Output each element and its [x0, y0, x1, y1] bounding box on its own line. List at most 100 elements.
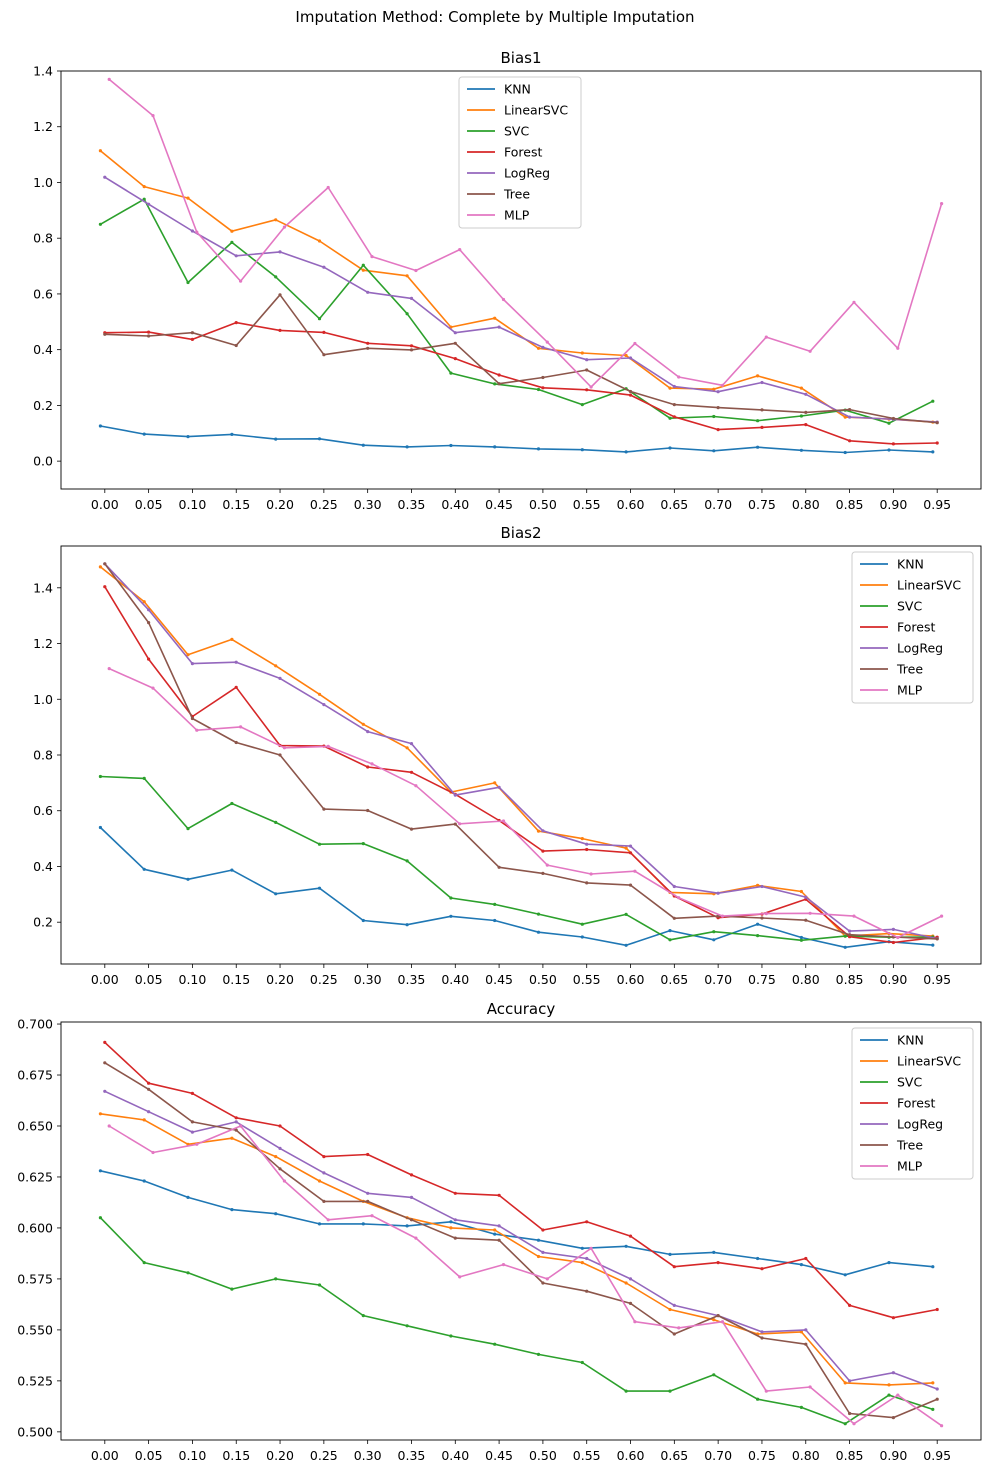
data-point	[322, 330, 326, 334]
data-point	[317, 1283, 322, 1287]
axes-frame	[60, 70, 982, 490]
data-point	[190, 662, 194, 666]
data-point	[361, 918, 365, 923]
x-tick-label: 0.90	[879, 972, 907, 987]
data-point	[239, 279, 243, 283]
data-point	[799, 938, 804, 942]
data-point	[186, 1195, 190, 1199]
data-point	[234, 685, 238, 689]
data-point	[230, 868, 234, 872]
data-point	[589, 385, 593, 389]
data-point	[370, 1214, 374, 1218]
data-point	[580, 403, 584, 407]
data-point	[716, 1314, 720, 1318]
data-point	[414, 1236, 418, 1240]
legend-label: LinearSVC	[897, 1054, 961, 1069]
series-tree	[103, 562, 939, 941]
x-tick-label: 0.60	[617, 497, 645, 512]
data-point	[628, 389, 633, 394]
data-point	[804, 410, 808, 414]
data-point	[497, 382, 501, 386]
data-point	[493, 1342, 497, 1346]
data-point	[633, 1320, 637, 1324]
series-mlp	[107, 667, 944, 940]
data-point	[107, 1124, 111, 1128]
series-line	[104, 1062, 938, 1419]
data-point	[274, 275, 278, 279]
data-point	[541, 375, 545, 380]
data-point	[103, 585, 107, 589]
x-tick-label: 0.55	[573, 972, 601, 987]
data-point	[186, 435, 190, 439]
data-point	[493, 918, 497, 923]
data-point	[628, 1277, 633, 1281]
data-point	[541, 871, 545, 876]
data-point	[848, 439, 852, 443]
data-point	[891, 442, 896, 446]
data-point	[361, 1222, 365, 1226]
series-line	[104, 293, 938, 424]
data-point	[405, 1324, 409, 1328]
legend-box	[851, 551, 974, 704]
series-line	[104, 563, 938, 940]
data-point	[274, 1277, 278, 1281]
data-point	[366, 1199, 370, 1203]
data-point	[458, 822, 462, 826]
data-point	[409, 344, 414, 348]
data-point	[848, 1379, 852, 1383]
x-tick-label: 0.90	[879, 1448, 907, 1463]
x-tick-label: 0.70	[704, 1448, 732, 1463]
data-point	[887, 1261, 891, 1265]
data-point	[151, 114, 155, 118]
x-tick-label: 0.10	[179, 1448, 207, 1463]
series-mlp	[107, 1124, 944, 1428]
data-point	[891, 940, 896, 945]
data-point	[326, 744, 330, 749]
data-point	[536, 447, 541, 451]
y-tick-label: 1.4	[33, 580, 53, 595]
data-point	[361, 443, 365, 447]
data-point	[501, 297, 506, 302]
data-point	[409, 1218, 414, 1222]
panel-bias2: Bias2 0.00 0.05 0.10 0.15 0.20 0.25 0.30 0.35 0.4…	[33, 524, 982, 987]
data-point	[230, 1136, 234, 1140]
data-point	[274, 1212, 278, 1216]
data-point	[668, 1389, 672, 1393]
data-point	[677, 375, 681, 379]
y-tick-label: 0.8	[33, 748, 53, 763]
data-point	[317, 437, 322, 441]
series-line	[108, 78, 943, 388]
data-point	[278, 676, 282, 681]
data-point	[536, 1352, 541, 1356]
data-point	[712, 387, 716, 391]
y-tick-label: 0.700	[17, 1017, 53, 1032]
x-tick-label: 0.55	[573, 497, 601, 512]
axes-frame	[60, 1021, 982, 1441]
data-point	[195, 728, 199, 732]
data-point	[804, 1256, 808, 1261]
series-knn	[98, 424, 935, 455]
data-point	[103, 1061, 107, 1065]
data-point	[493, 1232, 497, 1236]
y-tick-label: 0.2	[33, 915, 53, 930]
data-point	[147, 1081, 151, 1085]
data-point	[361, 722, 365, 726]
data-point	[98, 825, 102, 830]
data-point	[98, 774, 102, 779]
data-point	[848, 1411, 852, 1416]
data-point	[493, 1228, 497, 1232]
legend-label: KNN	[897, 1033, 924, 1048]
data-point	[370, 762, 374, 766]
data-point	[935, 441, 939, 445]
data-point	[190, 1120, 194, 1124]
data-point	[405, 445, 409, 449]
x-tick-label: 0.25	[310, 1448, 338, 1463]
data-point	[317, 317, 322, 321]
data-point	[366, 765, 370, 769]
data-point	[497, 373, 501, 377]
data-point	[449, 1226, 453, 1230]
data-point	[501, 1263, 506, 1267]
data-point	[366, 808, 370, 813]
x-tick-label: 0.35	[398, 497, 426, 512]
legend-label: Forest	[897, 620, 935, 635]
